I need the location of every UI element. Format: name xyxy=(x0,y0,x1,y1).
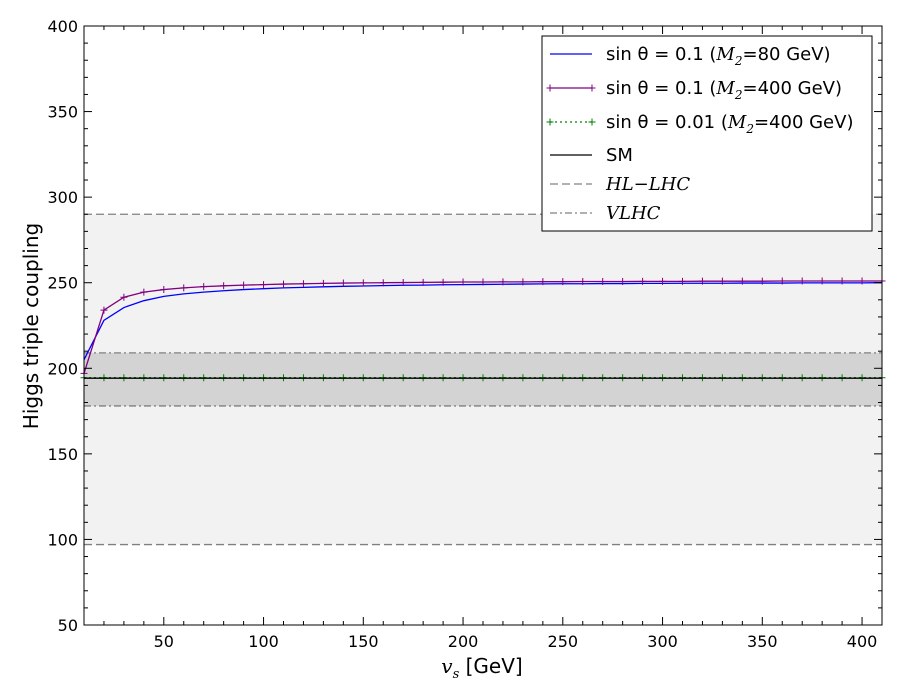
y-tick-label: 300 xyxy=(47,188,78,207)
x-tick-label: 50 xyxy=(154,632,174,651)
legend-band-label-0: HL−LHC xyxy=(605,174,690,195)
series-1-point xyxy=(639,277,647,285)
ticks-layer: 50 100 150 200 250 300 350 400 50 100 150 200 250 300… xyxy=(47,17,883,651)
legend-label-1: sin θ = 0.1 (M2=400 GeV) xyxy=(606,78,842,102)
x-tick-label: 150 xyxy=(348,632,379,651)
series-1-point xyxy=(180,284,188,292)
legend-label-0: sin θ = 0.1 (M2=80 GeV) xyxy=(606,44,831,68)
legend-marker xyxy=(588,84,596,92)
x-tick-label: 350 xyxy=(747,632,778,651)
series-1-point xyxy=(778,277,786,285)
series-1-point xyxy=(479,278,487,286)
series-1-point xyxy=(359,279,367,287)
y-tick-label: 100 xyxy=(47,530,78,549)
x-axis-label: vs [GeV] xyxy=(441,654,522,682)
legend-band-label-1: VLHC xyxy=(606,203,661,224)
series-1-point xyxy=(579,278,587,286)
series-layer xyxy=(80,277,886,382)
series-1-point xyxy=(539,278,547,286)
series-1-point xyxy=(818,277,826,285)
x-tick-label: 250 xyxy=(548,632,579,651)
series-1-point xyxy=(120,293,128,301)
series-1-point xyxy=(718,277,726,285)
series-1-point xyxy=(419,278,427,286)
series-1-point xyxy=(399,279,407,287)
x-tick-label: 400 xyxy=(847,632,878,651)
y-tick-label: 200 xyxy=(47,359,78,378)
series-1-point xyxy=(738,277,746,285)
legend-marker xyxy=(546,84,554,92)
series-1-point xyxy=(858,277,866,285)
x-axis-unit: [GeV] xyxy=(459,654,522,678)
series-1-point xyxy=(319,279,327,287)
y-tick-label: 150 xyxy=(47,445,78,464)
x-tick-label: 200 xyxy=(448,632,479,651)
y-tick-label: 350 xyxy=(47,103,78,122)
series-1-point xyxy=(619,278,627,286)
series-1-point xyxy=(339,279,347,287)
series-1-point xyxy=(499,278,507,286)
series-1-point xyxy=(798,277,806,285)
legend-marker xyxy=(546,118,554,126)
series-1-point xyxy=(679,277,686,285)
x-tick-label: 100 xyxy=(248,632,279,651)
legend: sin θ = 0.1 (M2=80 GeV) sin θ = 0.1 (M2=4… xyxy=(541,35,873,232)
series-1-point xyxy=(758,277,766,285)
series-1-point xyxy=(200,283,208,291)
legend-box xyxy=(541,35,873,232)
series-1-point xyxy=(260,281,268,289)
series-1-point xyxy=(160,286,168,294)
series-1-point xyxy=(140,288,148,296)
x-axis-subscript: s xyxy=(453,667,460,682)
series-1-point xyxy=(659,277,667,285)
legend-label-3: SM xyxy=(606,145,633,166)
series-1-point xyxy=(698,277,706,285)
series-1-point xyxy=(280,280,287,288)
series-1-point xyxy=(439,278,447,286)
series-1-point xyxy=(379,279,387,287)
legend-marker xyxy=(588,118,596,126)
series-1-point xyxy=(838,277,846,285)
y-axis-label: Higgs triple coupling xyxy=(19,223,43,429)
y-tick-label: 50 xyxy=(58,616,78,635)
series-1-point xyxy=(240,281,248,289)
x-axis-symbol: v xyxy=(441,654,453,678)
series-1-point xyxy=(559,278,567,286)
series-1-point xyxy=(220,282,228,290)
series-1-point xyxy=(100,306,108,314)
series-1-point xyxy=(459,278,467,286)
series-1-point xyxy=(599,278,607,286)
x-tick-label: 300 xyxy=(647,632,678,651)
y-tick-label: 250 xyxy=(47,274,78,293)
series-1-point xyxy=(299,280,307,288)
series-1-point xyxy=(519,278,527,286)
legend-label-2: sin θ = 0.01 (M2=400 GeV) xyxy=(606,112,853,136)
y-tick-label: 400 xyxy=(47,17,78,36)
